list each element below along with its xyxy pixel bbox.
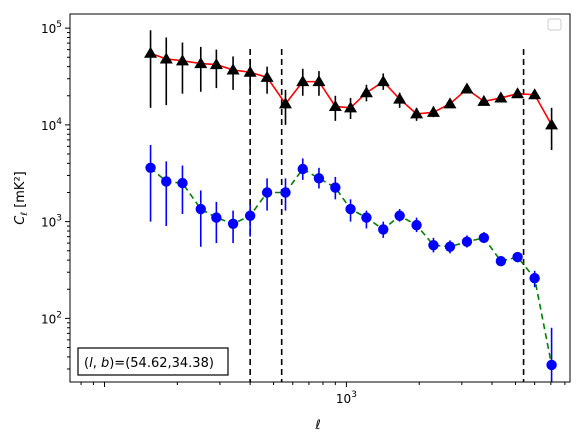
data-point-triangle bbox=[243, 65, 257, 77]
plot-area bbox=[144, 30, 559, 382]
data-point-circle bbox=[313, 173, 325, 184]
legend-box bbox=[547, 18, 562, 31]
axis-ticks: 103 102 103 104 105 bbox=[41, 20, 566, 406]
data-point-circle bbox=[444, 241, 456, 252]
data-point-triangle bbox=[312, 75, 326, 87]
x-tick-label: 103 bbox=[336, 390, 357, 406]
data-point-circle bbox=[461, 236, 473, 247]
y-tick-label: 104 bbox=[41, 117, 62, 133]
series-1 bbox=[144, 30, 559, 151]
data-point-triangle bbox=[144, 46, 158, 58]
data-point-triangle bbox=[528, 88, 542, 100]
data-point-triangle bbox=[279, 97, 293, 109]
data-point-circle bbox=[297, 163, 308, 175]
annotation-frame bbox=[77, 347, 229, 376]
data-point-triangle bbox=[226, 63, 240, 75]
data-point-circle bbox=[495, 255, 507, 267]
data-point-triangle bbox=[159, 52, 173, 64]
data-point-triangle bbox=[175, 54, 189, 66]
data-point-circle bbox=[478, 232, 490, 244]
data-point-triangle bbox=[477, 94, 491, 106]
data-point-triangle bbox=[209, 58, 223, 70]
y-tick-label: 102 bbox=[41, 310, 62, 326]
data-point-triangle bbox=[511, 87, 525, 99]
data-point-circle bbox=[512, 251, 523, 263]
data-point-circle bbox=[378, 224, 389, 235]
data-point-triangle bbox=[359, 86, 373, 98]
y-tick-label: 103 bbox=[41, 214, 62, 230]
y-axis-label: Cℓ [mK²] bbox=[13, 171, 30, 224]
data-point-circle bbox=[345, 203, 356, 215]
data-point-circle bbox=[330, 182, 341, 193]
data-point-circle bbox=[529, 273, 540, 284]
data-point-circle bbox=[211, 212, 222, 223]
axes-frame bbox=[69, 13, 571, 383]
data-point-triangle bbox=[344, 101, 358, 113]
data-point-triangle bbox=[376, 75, 390, 87]
data-point-circle bbox=[428, 240, 439, 251]
annotation-text: (l, b)=(54.62,34.38) bbox=[84, 356, 214, 371]
data-point-circle bbox=[261, 187, 273, 198]
data-point-triangle bbox=[410, 107, 424, 119]
x-axis-label: ℓ bbox=[314, 418, 320, 433]
data-point-circle bbox=[394, 210, 405, 221]
series-2 bbox=[145, 144, 557, 382]
data-point-circle bbox=[161, 176, 172, 187]
data-point-circle bbox=[145, 162, 156, 174]
data-point-circle bbox=[244, 210, 256, 221]
annotation-box: (l, b)=(54.62,34.38) bbox=[77, 347, 229, 376]
data-point-triangle bbox=[545, 118, 559, 130]
data-point-circle bbox=[177, 177, 188, 189]
data-point-circle bbox=[546, 359, 557, 371]
data-point-triangle bbox=[460, 82, 474, 94]
data-point-circle bbox=[280, 187, 291, 198]
plot-frame bbox=[69, 13, 571, 383]
data-point-triangle bbox=[426, 105, 440, 117]
data-point-triangle bbox=[494, 91, 508, 103]
data-point-circle bbox=[227, 218, 239, 229]
data-point-triangle bbox=[393, 92, 407, 104]
data-point-triangle bbox=[296, 75, 310, 87]
data-point-circle bbox=[361, 212, 372, 223]
data-point-triangle bbox=[328, 99, 342, 112]
data-point-circle bbox=[195, 203, 206, 215]
data-point-triangle bbox=[443, 97, 457, 109]
data-point-triangle bbox=[194, 57, 208, 69]
data-point-triangle bbox=[260, 70, 274, 82]
y-tick-label: 105 bbox=[41, 20, 62, 36]
data-point-circle bbox=[411, 219, 422, 231]
